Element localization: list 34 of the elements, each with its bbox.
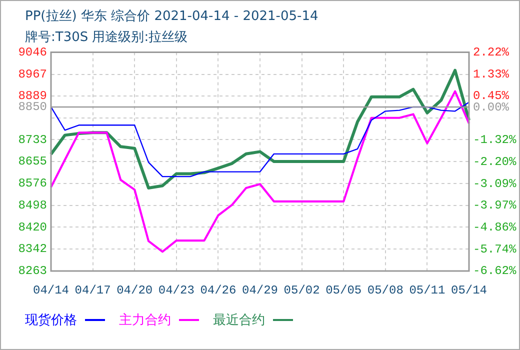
y-tick-label: 8967 <box>18 67 47 82</box>
y-tick-label: 8498 <box>18 198 47 213</box>
x-tick-label: 04/23 <box>158 283 194 298</box>
y-tick-label: 8733 <box>18 132 47 147</box>
x-tick-label: 04/20 <box>116 283 153 298</box>
y2-tick-label: -2.20% <box>473 154 518 169</box>
legend-label: 最近合约 <box>213 312 265 329</box>
y-tick-label: 8655 <box>18 154 47 169</box>
y2-tick-label: -3.09% <box>473 176 518 191</box>
y-tick-label: 8576 <box>18 176 47 191</box>
y-tick-label: 9046 <box>18 45 47 60</box>
y-tick-label: 8263 <box>18 264 47 278</box>
x-tick-label: 05/14 <box>450 283 488 298</box>
legend-label: 主力合约 <box>119 312 171 329</box>
chart-subtitle: 牌号:T30S 用途级别:拉丝级 <box>25 29 188 46</box>
x-tick-label: 05/05 <box>326 283 362 298</box>
y2-tick-label: 2.22% <box>473 45 510 60</box>
y-tick-label: 8342 <box>18 242 47 256</box>
x-tick-label: 05/08 <box>367 283 404 298</box>
y2-tick-label: -4.86% <box>473 220 518 235</box>
y2-tick-label: -5.74% <box>473 242 518 256</box>
x-tick-label: 04/14 <box>32 283 70 298</box>
x-tick-label: 04/17 <box>74 283 111 298</box>
chart-title: PP(拉丝) 华东 综合价 2021-04-14 - 2021-05-14 <box>25 8 318 25</box>
y2-tick-label: 1.33% <box>473 67 510 82</box>
y2-tick-label: -1.32% <box>473 132 518 147</box>
y2-tick-label: -6.62% <box>473 264 518 278</box>
y2-tick-label: -3.97% <box>473 198 518 213</box>
x-tick-label: 05/11 <box>409 283 446 298</box>
legend-label: 现货价格 <box>25 312 77 329</box>
x-tick-label: 05/02 <box>284 283 320 298</box>
x-tick-label: 04/26 <box>200 283 236 298</box>
y-tick-label: 8420 <box>18 220 47 234</box>
x-tick-label: 04/29 <box>242 283 278 298</box>
